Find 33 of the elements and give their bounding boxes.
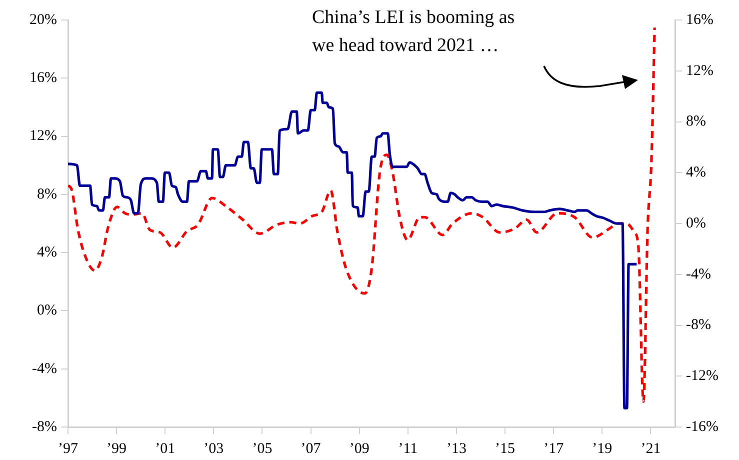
y-tick-label: 16%: [30, 70, 57, 86]
y2-tick-label: 12%: [686, 62, 714, 79]
annotation: China’s LEI is booming as we head toward 2021 …: [312, 6, 516, 58]
x-tick-label: ’01: [155, 440, 176, 457]
line-series: [68, 91, 638, 410]
y-tick-label: 0%: [37, 302, 57, 319]
x-tick-label: ’97: [58, 440, 78, 457]
x-tick-label: ’15: [495, 440, 516, 457]
x-tick-label: ’03: [204, 440, 224, 457]
x-tick-label: ’19: [592, 440, 612, 457]
x-tick-label: ’05: [252, 440, 272, 457]
y2-tick-label: -16%: [686, 418, 718, 435]
y-tick-label: 8%: [37, 186, 57, 202]
y2-tick-label: -12%: [686, 368, 718, 384]
x-tick-label: ’13: [446, 440, 466, 457]
x-tick-label: ’99: [106, 440, 127, 457]
x-tick-label: ’09: [349, 440, 370, 457]
y-tick-label: -8%: [32, 418, 57, 435]
x-tick-label: ’11: [398, 440, 418, 457]
y2-tick-label: 16%: [686, 12, 714, 28]
y2-tick-label: 0%: [686, 215, 706, 232]
y2-tick-label: 4%: [686, 164, 706, 181]
y2-tick-label: -8%: [686, 317, 711, 334]
line-series: [68, 26, 656, 403]
x-tick-label: ’21: [640, 440, 661, 457]
y-tick-label: 12%: [30, 128, 57, 144]
y-tick-label: -4%: [32, 360, 57, 377]
x-tick-label: ’07: [300, 440, 322, 457]
y-tick-label: 20%: [30, 12, 57, 28]
y2-tick-label: -4%: [686, 266, 711, 282]
y2-tick-label: 8%: [686, 114, 706, 130]
x-tick-label: ’17: [544, 440, 564, 457]
y-tick-label: 4%: [37, 244, 57, 261]
